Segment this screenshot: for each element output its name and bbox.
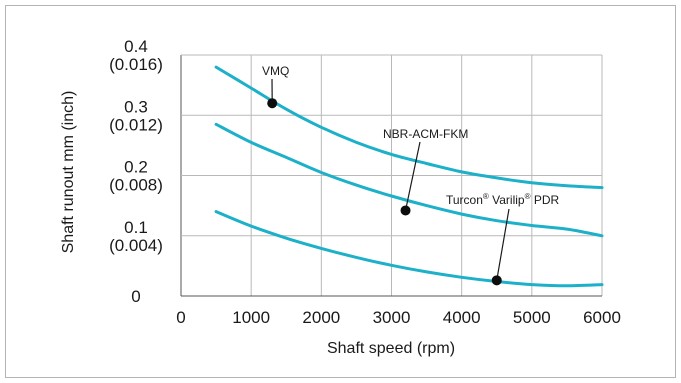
series-marker-2 <box>491 275 502 286</box>
annotation-nbr-acm-fkm: NBR-ACM-FKM <box>383 127 468 141</box>
grid <box>180 54 603 297</box>
x-tick-label: 1000 <box>232 308 270 327</box>
x-tick-label: 3000 <box>373 308 411 327</box>
y-tick-label-mm: 0.4 <box>124 37 148 56</box>
leader-line-2 <box>496 208 510 281</box>
y-tick-label-inch: (0.016) <box>109 55 163 74</box>
x-tick-label: 6000 <box>583 308 621 327</box>
chart-frame <box>5 5 676 378</box>
annotation-leaders <box>271 78 510 281</box>
y-tick-label-inch: (0.004) <box>109 236 163 255</box>
x-axis-label: Shaft speed (rpm) <box>327 340 455 357</box>
y-tick-label-mm: 0 <box>131 287 140 306</box>
y-tick-label-mm: 0.2 <box>124 158 148 177</box>
series-line-2 <box>214 210 604 288</box>
series-marker-0 <box>267 98 278 109</box>
series-line-1 <box>214 122 604 238</box>
series-curves <box>214 65 604 288</box>
y-tick-labels: 0 0.1(0.004) 0.2(0.008) 0.3(0.012) 0.4(0.016… <box>109 37 163 306</box>
series-line-0 <box>214 65 604 190</box>
x-tick-labels: 0 1000 2000 3000 4000 5000 6000 <box>176 308 621 327</box>
y-tick-label-inch: (0.012) <box>109 115 163 134</box>
x-tick-label: 5000 <box>513 308 551 327</box>
x-tick-label: 4000 <box>443 308 481 327</box>
series-marker-1 <box>400 205 411 216</box>
leader-line-1 <box>404 141 421 211</box>
y-axis-label: Shaft runout mm (inch) <box>60 91 77 254</box>
annotation-vmq: VMQ <box>262 64 289 78</box>
y-tick-label-mm: 0.1 <box>124 218 148 237</box>
x-tick-label: 0 <box>176 308 185 327</box>
series-markers <box>267 98 502 286</box>
y-tick-label-mm: 0.3 <box>124 97 148 116</box>
x-tick-label: 2000 <box>302 308 340 327</box>
y-tick-label-inch: (0.008) <box>109 176 163 195</box>
annotation-turcon-varilip-pdr: Turcon® Varilip® PDR <box>446 192 560 207</box>
